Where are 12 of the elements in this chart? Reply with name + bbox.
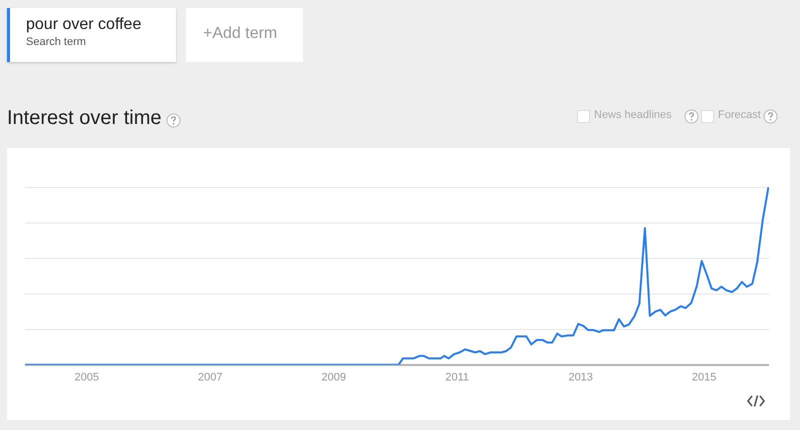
text: Forecast: [718, 109, 761, 121]
text: +Add term: [203, 25, 278, 43]
x-tick-label: 2009: [321, 371, 346, 384]
chart-title: Interest over time: [7, 107, 162, 130]
x-tick-label: 2007: [198, 371, 222, 384]
x-tick-label: 2015: [692, 371, 716, 384]
text: News headlines: [594, 109, 672, 121]
x-tick-label: 2013: [568, 371, 593, 384]
x-tick-label: 2005: [74, 371, 99, 384]
x-tick-label: 2011: [445, 371, 470, 384]
text: Search term: [26, 36, 86, 48]
text: pour over coffee: [26, 16, 142, 34]
